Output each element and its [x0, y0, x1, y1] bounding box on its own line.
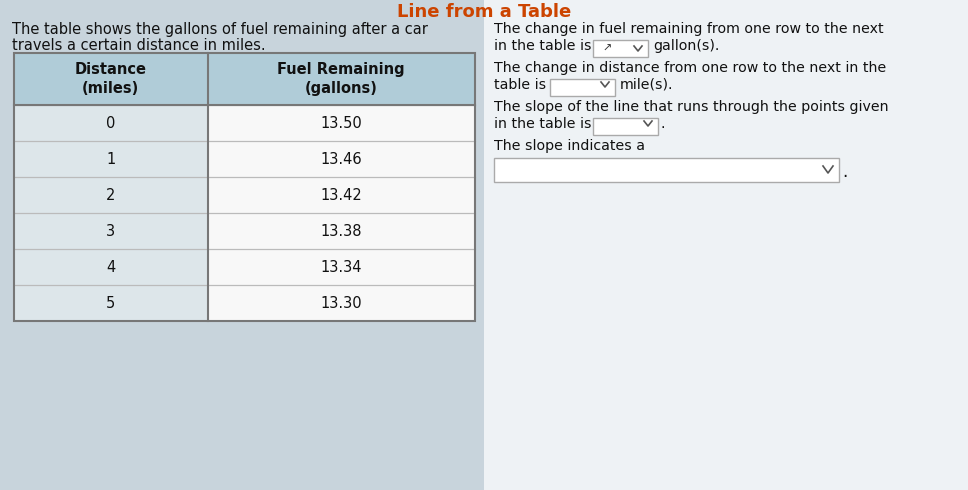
Text: 13.50: 13.50: [320, 116, 362, 130]
Text: 4: 4: [106, 260, 115, 274]
Text: The slope indicates a: The slope indicates a: [494, 139, 645, 153]
Bar: [14, 53, 475, 321]
Text: .: .: [842, 163, 847, 181]
Text: mile(s).: mile(s).: [620, 78, 674, 92]
Text: 13.30: 13.30: [320, 295, 362, 311]
Bar: [207, 249, 475, 285]
Bar: [207, 177, 475, 213]
Text: The change in fuel remaining from one row to the next: The change in fuel remaining from one ro…: [494, 22, 884, 36]
Text: 2: 2: [106, 188, 115, 202]
Text: in the table is: in the table is: [494, 39, 591, 53]
Bar: [14, 141, 207, 177]
Bar: [207, 213, 475, 249]
Bar: [550, 79, 615, 96]
Text: table is: table is: [494, 78, 546, 92]
Bar: [14, 285, 207, 321]
Bar: [207, 285, 475, 321]
Text: 3: 3: [106, 223, 115, 239]
Bar: [484, 0, 968, 490]
Bar: [593, 118, 658, 135]
Text: Distance
(miles): Distance (miles): [75, 62, 147, 96]
Text: .: .: [660, 117, 664, 131]
Text: gallon(s).: gallon(s).: [653, 39, 719, 53]
Text: 13.34: 13.34: [320, 260, 362, 274]
Text: travels a certain distance in miles.: travels a certain distance in miles.: [12, 38, 265, 53]
Text: 13.38: 13.38: [320, 223, 362, 239]
Bar: [14, 105, 207, 141]
Text: ↗: ↗: [602, 44, 612, 53]
Bar: [14, 249, 207, 285]
Bar: [207, 141, 475, 177]
Text: 13.42: 13.42: [320, 188, 362, 202]
Bar: [14, 177, 207, 213]
Text: The slope of the line that runs through the points given: The slope of the line that runs through …: [494, 100, 889, 114]
Text: The table shows the gallons of fuel remaining after a car: The table shows the gallons of fuel rema…: [12, 22, 428, 37]
Bar: [593, 40, 648, 57]
Bar: [14, 213, 207, 249]
Text: 0: 0: [106, 116, 115, 130]
Text: in the table is: in the table is: [494, 117, 591, 131]
Text: The change in distance from one row to the next in the: The change in distance from one row to t…: [494, 61, 887, 75]
Text: Line from a Table: Line from a Table: [397, 3, 571, 21]
Text: 5: 5: [106, 295, 115, 311]
Bar: [14, 53, 475, 105]
Bar: [494, 158, 839, 182]
Bar: [207, 105, 475, 141]
Text: 1: 1: [106, 151, 115, 167]
Text: Fuel Remaining
(gallons): Fuel Remaining (gallons): [278, 62, 406, 96]
Text: 13.46: 13.46: [320, 151, 362, 167]
